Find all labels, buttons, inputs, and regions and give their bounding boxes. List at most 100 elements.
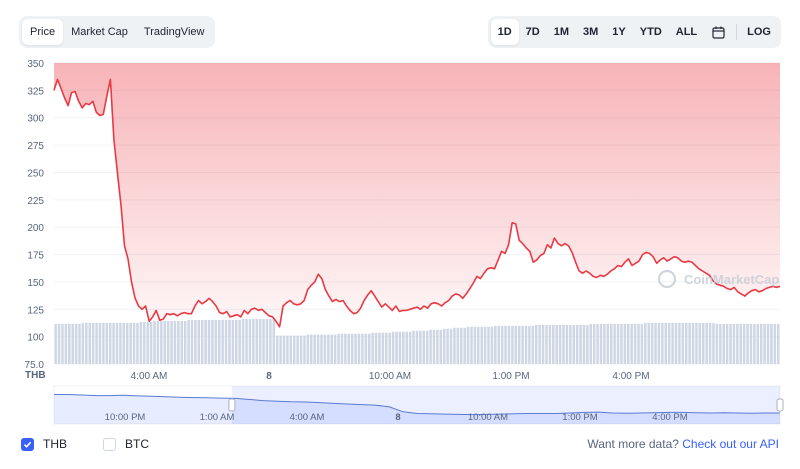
volume-bar [364,333,368,364]
volume-bar [105,322,109,364]
volume-bar [88,322,91,364]
volume-bar [333,334,337,364]
volume-bar [200,319,204,364]
volume-bar [323,334,327,364]
volume-bar [620,323,623,364]
volume-bar [480,326,483,364]
volume-bar [500,325,504,364]
volume-bar [524,325,528,364]
volume-bar [78,323,81,364]
navigator-handle-right[interactable] [776,398,784,412]
volume-bar [81,322,85,364]
volume-bar [555,324,558,364]
volume-bar [108,322,112,364]
volume-bar [742,323,746,364]
range-all[interactable]: ALL [675,26,698,38]
volume-bar [91,322,95,364]
volume-bar [214,319,218,364]
volume-bar [299,335,303,364]
volume-bar [156,320,160,364]
volume-bar [695,322,698,364]
volume-bar [575,324,579,364]
volume-bar [640,323,644,364]
volume-bar [425,330,429,364]
volume-bar [528,325,531,364]
y-tick-label: 100 [27,333,44,344]
tab-price[interactable]: Price [22,19,64,45]
volume-bar [265,319,269,364]
volume-bar [572,324,575,364]
volume-bar [715,323,719,364]
volume-bar [439,329,443,364]
range-1d[interactable]: 1D [490,19,519,45]
date-picker-button[interactable] [704,19,733,45]
api-link[interactable]: Check out our API [682,437,779,451]
range-1y[interactable]: 1Y [612,26,626,38]
volume-bar [129,322,132,364]
volume-bar [371,332,374,364]
volume-bar [57,323,61,364]
volume-bar [381,332,385,364]
volume-bar [282,335,286,364]
volume-bar [139,321,143,364]
volume-bar [391,331,395,364]
volume-bar [477,326,480,364]
volume-bar [667,322,671,364]
tab-tradingview[interactable]: TradingView [143,26,205,38]
volume-bar [504,325,507,364]
volume-bar [415,330,419,364]
volume-bar [664,322,668,364]
volume-bar [446,328,449,364]
range-1m[interactable]: 1M [553,26,570,38]
volume-bar [497,325,501,364]
legend-item-btc[interactable]: BTC [103,437,149,451]
more-data-note: Want more data? Check out our API [587,437,779,451]
volume-bar [712,322,715,364]
volume-bar [534,324,538,364]
volume-bar [569,324,572,364]
volume-bar [279,335,282,364]
checkbox-checked-icon[interactable] [21,437,34,451]
volume-bar [166,320,170,364]
legend-item-thb[interactable]: THB [21,437,67,451]
volume-bar [661,322,664,364]
volume-bar [296,335,299,364]
volume-bar [432,329,436,364]
volume-bar [405,331,408,364]
volume-bar [429,329,432,364]
volume-bar [74,323,78,364]
checkbox-unchecked-icon[interactable] [103,437,116,451]
volume-bar [436,329,439,364]
volume-bar [112,322,115,364]
range-7d[interactable]: 7D [525,26,540,38]
volume-bar [313,334,316,364]
tab-market-cap[interactable]: Market Cap [71,26,128,38]
volume-bar [388,332,391,364]
range-3m[interactable]: 3M [583,26,599,38]
volume-bar [746,323,749,364]
navigator-x-tick-label: 4:00 AM [290,412,325,423]
volume-bar [688,322,691,364]
volume-bar [460,327,463,364]
x-tick-label: 1:00 PM [492,371,529,382]
y-tick-label: 200 [27,223,44,234]
volume-bar [470,326,473,364]
volume-bar [705,322,708,364]
navigator-x-tick-label: 8 [395,412,400,423]
volume-bar [350,333,354,364]
volume-bar [538,324,541,364]
navigator-selection[interactable] [231,386,780,424]
volume-bar [204,319,207,364]
volume-bar [449,328,453,364]
range-ytd[interactable]: YTD [639,26,662,38]
volume-bar [609,323,613,364]
volume-bar [170,320,173,364]
volume-bar [85,322,88,364]
navigator-handle-left[interactable] [228,398,236,412]
volume-bar [422,330,426,364]
volume-bar [146,321,149,364]
volume-bar [759,323,763,364]
volume-bar [606,323,610,364]
volume-bar [262,319,265,364]
log-scale-button[interactable]: LOG [747,26,771,38]
